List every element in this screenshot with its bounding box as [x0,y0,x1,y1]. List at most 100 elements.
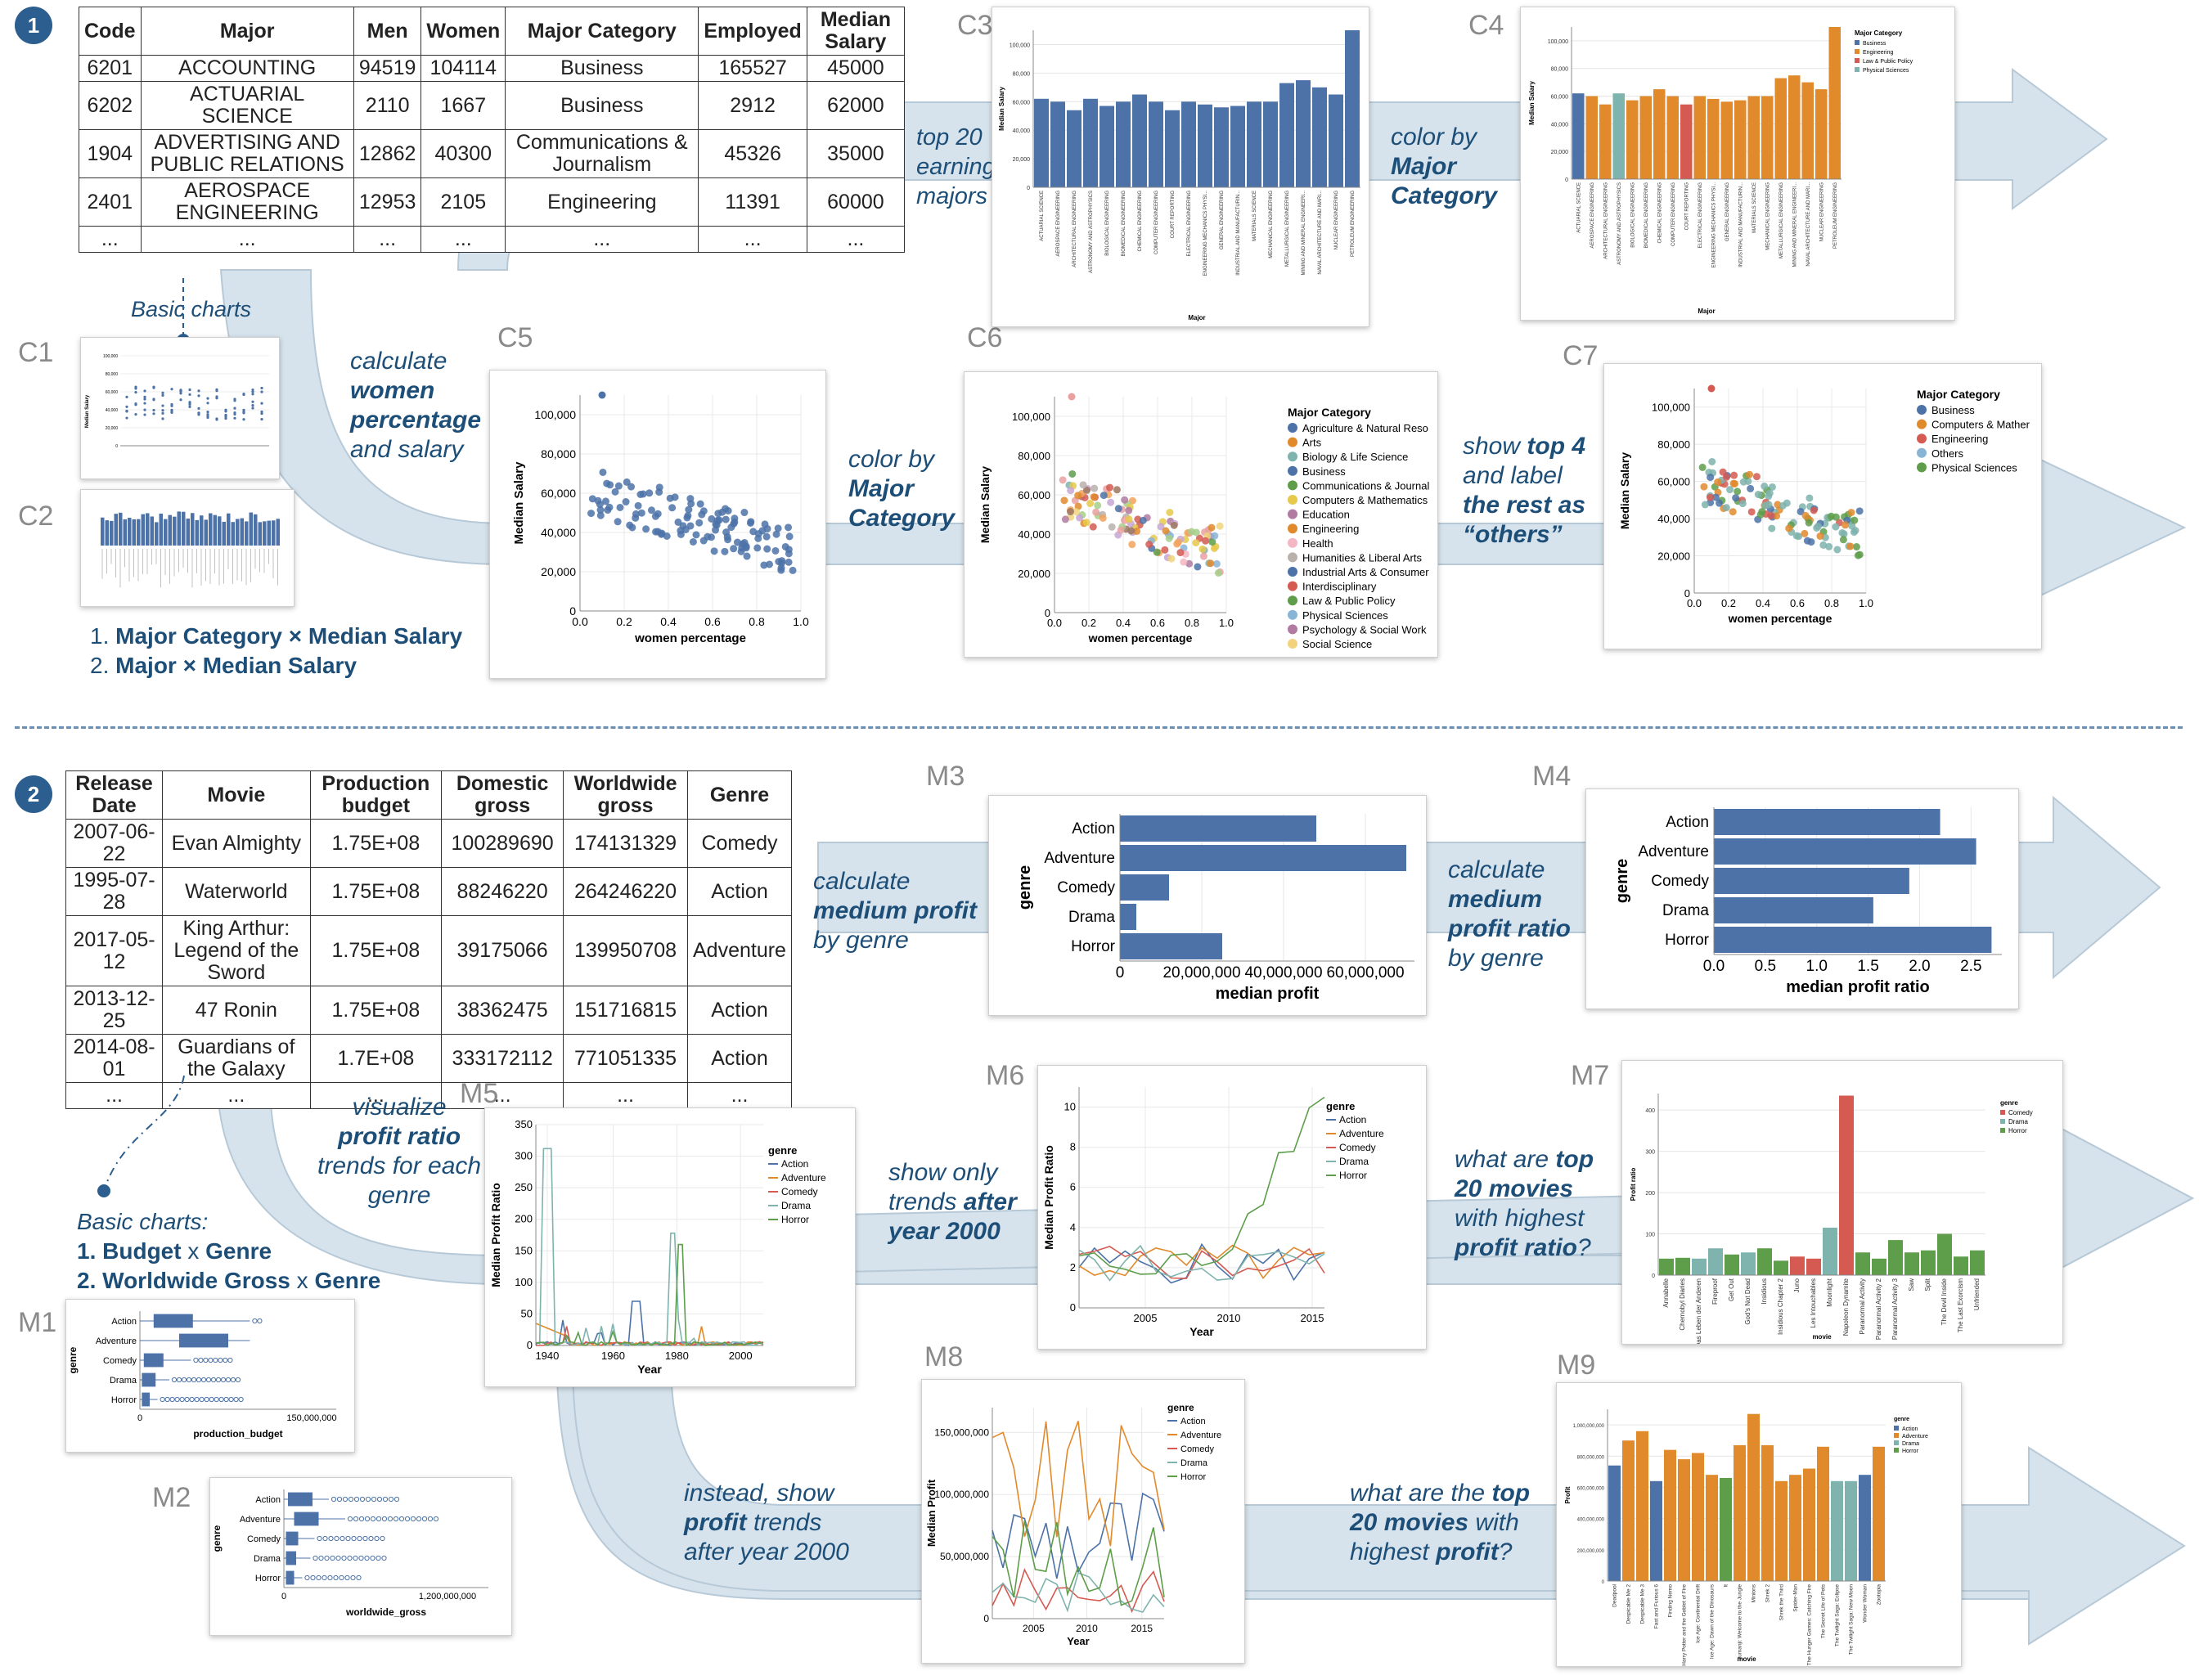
legend-label: Communications & Journal [1302,479,1429,492]
x-tick-label: 2.0 [1909,958,1930,975]
scatter-point [170,411,173,415]
scatter-point [1841,521,1850,529]
legend-label: Action [781,1158,808,1170]
scatter-point [1739,478,1747,486]
bar [1067,110,1082,187]
y-tick-label: Horror [1071,938,1116,955]
scatter-point [698,510,706,519]
salary-data-table: Code Major Men Women Major Category Employed M… [79,7,906,253]
scatter-point [134,391,137,394]
y-tick-label: 250 [515,1181,533,1193]
y-tick-label: 0 [1027,186,1030,191]
salary-table-header: Code [79,7,142,56]
movie-table-cell: Action [686,986,793,1035]
legend-title: Major Category [1855,29,1903,37]
legend-swatch [1855,67,1859,72]
bar [1599,104,1612,179]
scatter-point [1806,494,1814,502]
bar [1747,1413,1760,1581]
y-tick-label: 0 [1602,1580,1605,1585]
outlier-point [186,1377,192,1383]
legend-label: Psychology & Social Work [1302,623,1427,636]
scatter-point [1768,524,1776,532]
bar [1693,96,1706,179]
scatter-point [251,393,254,396]
x-tick-label: NUCLEAR ENGINEERING [1819,182,1824,242]
y-tick-label: 300 [1645,1150,1655,1156]
x-tick-label: 2015 [1131,1623,1153,1634]
scatter-point [1850,516,1859,524]
outlier-point [189,1396,195,1403]
legend-label: Drama [781,1200,811,1211]
y-tick-label: 400,000,000 [1577,1518,1605,1523]
movie-table-cell: 139950708 [563,915,688,986]
scatter-point [1094,501,1102,510]
bar [114,514,118,546]
bar [1149,101,1163,187]
y-tick-label: 4 [1070,1221,1076,1233]
legend-swatch [1917,433,1927,444]
x-tick-label: Zootopia [1877,1584,1882,1606]
x-tick-label: Juno [1793,1278,1801,1292]
scatter-point [1846,542,1855,550]
outlier-point [358,1516,365,1522]
outlier-point [404,1516,411,1522]
outlier-point [179,1396,185,1403]
scatter-point [1113,486,1121,494]
x-tick-label: 2015 [1301,1312,1324,1324]
outlier-point [358,1555,364,1561]
x-tick-label: ACTUARIAL SCIENCE [1040,191,1045,241]
y-tick-label: Horror [255,1574,281,1583]
x-tick-label: 0.5 [1755,958,1776,975]
y-tick-label: Adventure [1638,843,1709,860]
x-tick-label: ASTRONOMY AND ASTROPHYSICS [1089,191,1094,273]
scatter-point [1756,510,1765,519]
x-tick-label: Minions [1752,1583,1757,1602]
legend-label: Drama [2008,1118,2029,1125]
y-axis-title: Median Salary [1618,452,1631,529]
bar [101,517,105,546]
salary-table-cell: 45000 [806,55,906,82]
series-line [1078,1242,1325,1284]
y-tick-label: Adventure [240,1515,281,1525]
bar [204,519,208,546]
x-tick-label: ASTRONOMY AND ASTROPHYSICS [1617,182,1622,265]
y-tick-label: 80,000 [1013,71,1031,77]
outlier-point [235,1377,241,1383]
y-tick-label: Action [1072,820,1115,838]
y-tick-label: 100,000 [1548,39,1568,45]
chart-label-m2: M2 [152,1482,191,1513]
bar [1789,1475,1801,1581]
x-tick-label: 1.5 [1857,958,1878,975]
x-tick-label: 0.4 [1756,597,1770,609]
scatter-point [242,393,245,397]
bar [1788,75,1801,179]
scatter-point [674,518,682,526]
scatter-point [723,532,731,541]
outlier-point [381,1555,387,1561]
salary-table-cell: AEROSPACE ENGINEERING [140,177,354,227]
outlier-point [228,1396,234,1403]
scatter-point [188,388,191,392]
scatter-point [260,410,263,414]
chart-c2 [80,489,295,607]
x-tick-label: 1.0 [793,615,809,628]
scatter-point [742,542,750,550]
scatter-point [152,398,155,402]
scatter-point [1060,496,1068,505]
y-axis-title: genre [1016,865,1034,910]
scatter-point [731,514,739,523]
x-tick-label: Paranormal Activity 3 [1891,1278,1899,1340]
movie-table-cell: 38362475 [441,986,564,1035]
scatter-point [125,416,128,420]
scatter-point [206,411,209,414]
salary-table-cell: 6202 [79,81,142,130]
scatter-point [685,505,693,514]
outlier-point [223,1357,228,1363]
bar [245,521,249,546]
scatter-point [1180,558,1188,566]
x-tick-label: ELECTRICAL ENGINEERING [1187,191,1192,257]
scatter-point [224,410,227,413]
scatter-point [1091,484,1099,492]
y-tick-label: 350 [515,1118,533,1130]
